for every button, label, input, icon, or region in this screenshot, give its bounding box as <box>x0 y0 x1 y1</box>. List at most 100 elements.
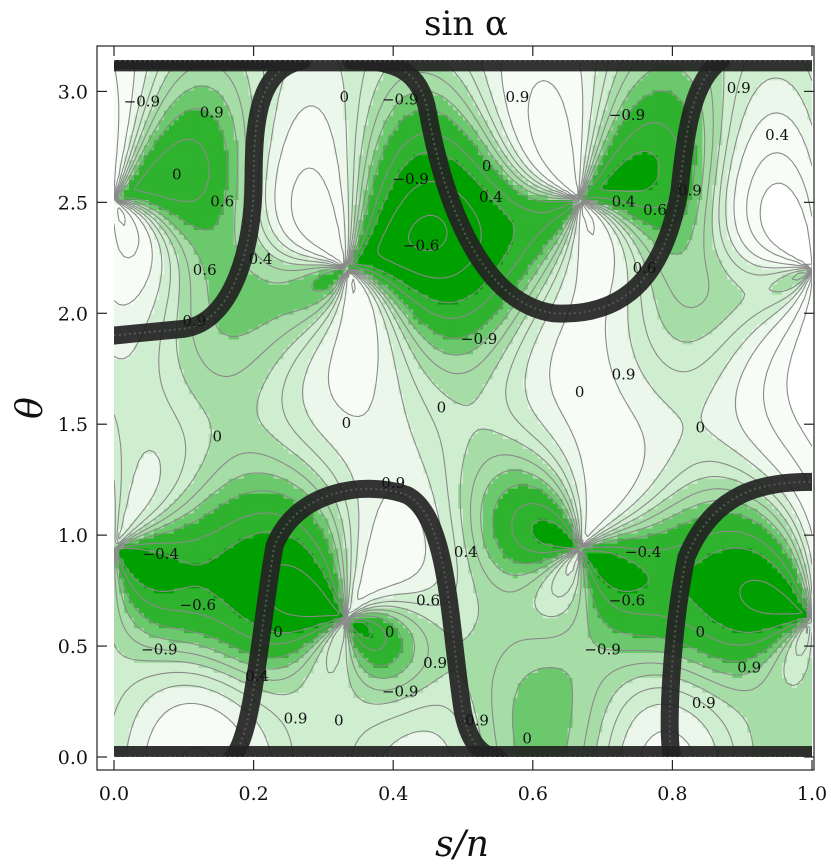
field-cell <box>378 692 384 698</box>
field-cell <box>597 647 604 654</box>
field-cell <box>637 707 644 713</box>
field-cell <box>198 637 205 644</box>
field-cell <box>388 692 394 698</box>
field-cell <box>193 617 200 624</box>
field-cell <box>453 727 459 733</box>
field-cell <box>482 737 489 743</box>
field-cell <box>348 712 354 718</box>
field-cell <box>737 682 743 688</box>
field-cell <box>303 682 310 688</box>
field-cell <box>477 722 484 728</box>
field-cell <box>418 637 424 644</box>
field-cell <box>507 607 514 614</box>
field-cell <box>398 682 404 688</box>
field-cell <box>358 587 364 594</box>
field-cell <box>303 637 310 644</box>
field-cell <box>542 682 549 688</box>
field-cell <box>438 727 444 733</box>
field-cell <box>782 737 788 743</box>
field-cell <box>712 652 718 659</box>
field-cell <box>617 692 624 698</box>
field-cell <box>178 647 185 654</box>
field-cell <box>527 687 534 693</box>
field-cell <box>303 577 310 584</box>
field-cell <box>123 597 130 604</box>
field-cell <box>163 672 170 678</box>
field-cell <box>722 607 728 614</box>
field-cell <box>527 627 534 634</box>
field-cell <box>438 702 444 708</box>
field-cell <box>313 592 320 599</box>
field-cell <box>218 697 225 703</box>
field-cell <box>398 717 404 723</box>
field-cell <box>373 607 379 614</box>
field-cell <box>293 732 300 738</box>
field-cell <box>273 687 280 693</box>
field-cell <box>707 597 713 604</box>
field-cell <box>712 712 718 718</box>
field-cell <box>752 732 758 738</box>
field-cell <box>203 607 210 614</box>
field-cell <box>642 667 649 673</box>
field-cell <box>492 597 499 604</box>
field-cell <box>373 717 379 723</box>
field-cell <box>572 647 579 654</box>
field-cell <box>767 672 773 678</box>
field-cell <box>208 627 215 634</box>
field-cell <box>722 637 728 644</box>
field-cell <box>657 682 664 688</box>
field-cell <box>727 692 733 698</box>
field-cell <box>702 592 708 599</box>
field-cell <box>218 627 225 634</box>
field-cell <box>193 687 200 693</box>
field-cell <box>448 737 454 743</box>
field-cell <box>233 587 240 594</box>
field-cell <box>477 682 484 688</box>
field-cell <box>637 602 644 609</box>
field-cell <box>737 717 743 723</box>
field-cell <box>797 602 803 609</box>
field-cell <box>463 622 469 629</box>
field-cell <box>278 622 285 629</box>
field-cell <box>537 642 544 649</box>
field-cell <box>777 597 783 604</box>
field-cell <box>512 657 519 664</box>
field-cell <box>288 587 295 594</box>
field-cell <box>413 722 419 728</box>
field-cell <box>807 687 812 693</box>
field-cell <box>542 587 549 594</box>
field-cell <box>572 702 579 708</box>
field-cell <box>582 642 589 649</box>
field-cell <box>767 712 773 718</box>
field-cell <box>278 617 285 624</box>
field-cell <box>537 602 544 609</box>
field-cell <box>133 732 140 738</box>
field-cell <box>283 607 290 614</box>
field-cell <box>128 612 135 619</box>
field-cell <box>642 682 649 688</box>
field-cell <box>303 582 310 589</box>
field-cell <box>303 672 310 678</box>
field-cell <box>118 627 125 634</box>
field-cell <box>627 622 634 629</box>
field-cell <box>408 732 414 738</box>
field-cell <box>587 697 594 703</box>
field-cell <box>747 682 753 688</box>
field-cell <box>772 607 778 614</box>
field-cell <box>567 617 574 624</box>
field-cell <box>562 692 569 698</box>
field-cell <box>742 617 748 624</box>
field-cell <box>378 732 384 738</box>
field-cell <box>408 712 414 718</box>
field-cell <box>707 742 713 748</box>
field-cell <box>233 692 240 698</box>
field-cell <box>502 587 509 594</box>
field-cell <box>403 597 409 604</box>
field-cell <box>348 592 354 599</box>
field-cell <box>772 612 778 619</box>
field-cell <box>428 577 434 584</box>
field-cell <box>388 612 394 619</box>
field-cell <box>413 597 419 604</box>
field-cell <box>313 727 320 733</box>
field-cell <box>143 662 150 668</box>
